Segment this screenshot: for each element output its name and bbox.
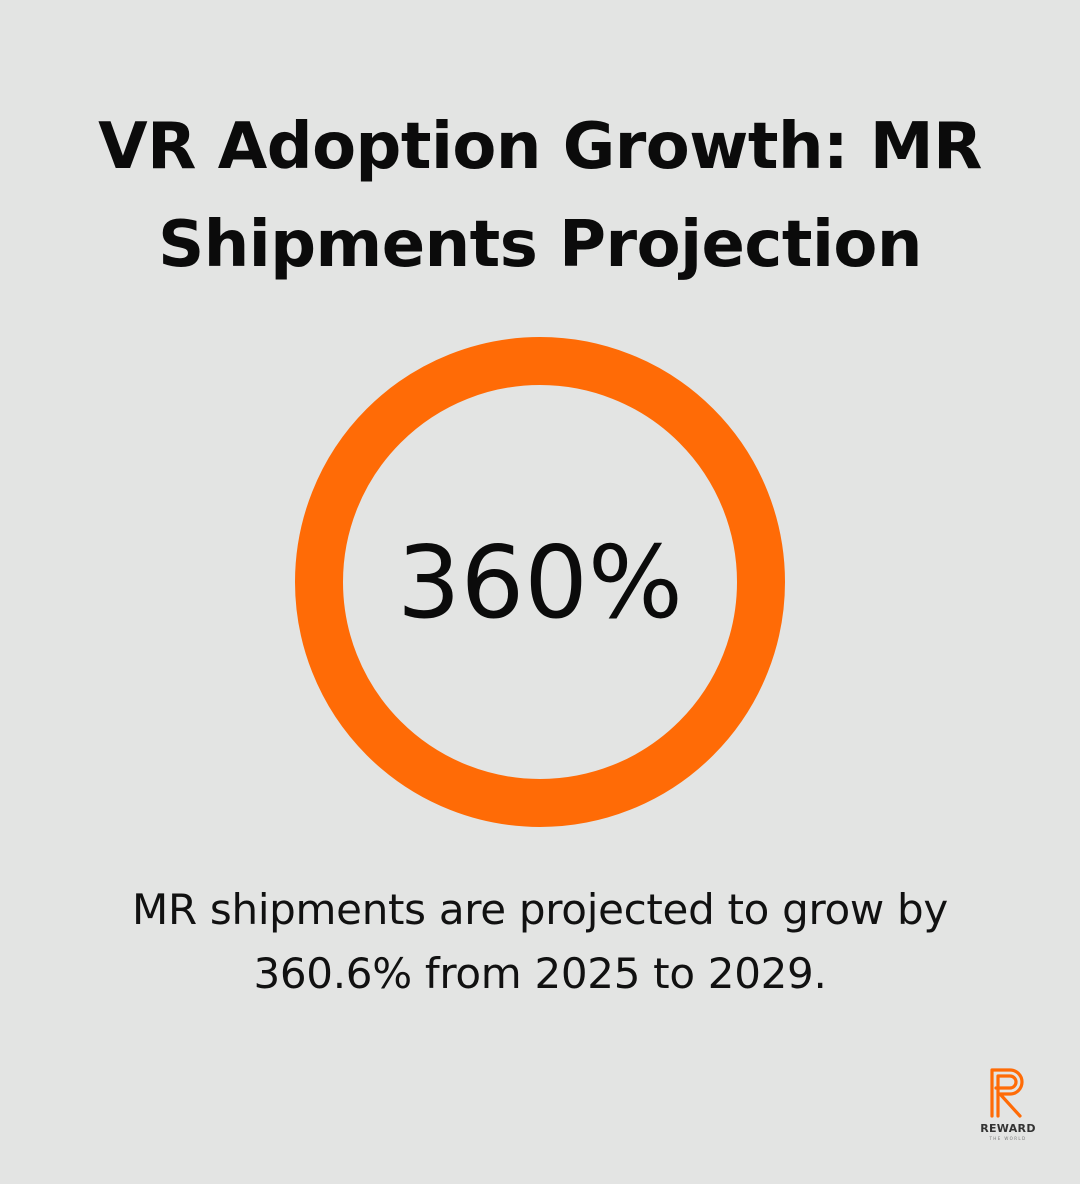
page-title: VR Adoption Growth: MR Shipments Project… [60,98,1020,294]
caption-line-2: 360.6% from 2025 to 2029. [253,949,827,998]
caption-line-1: MR shipments are projected to grow by [132,885,948,934]
ring-arc [295,337,785,827]
logo-tagline: THE WORLD [989,1136,1027,1141]
ring-svg: 360% [295,337,785,827]
reward-r-icon [990,1068,1024,1118]
title-line-1: VR Adoption Growth: MR [98,110,982,184]
progress-ring-chart: 360% [290,332,790,832]
caption: MR shipments are projected to grow by 36… [90,878,990,1006]
logo-wordmark: REWARD [980,1122,1036,1135]
reward-logo: REWARD THE WORLD [972,1064,1044,1141]
title-line-2: Shipments Projection [158,208,922,282]
big-value: 360% [397,524,683,641]
